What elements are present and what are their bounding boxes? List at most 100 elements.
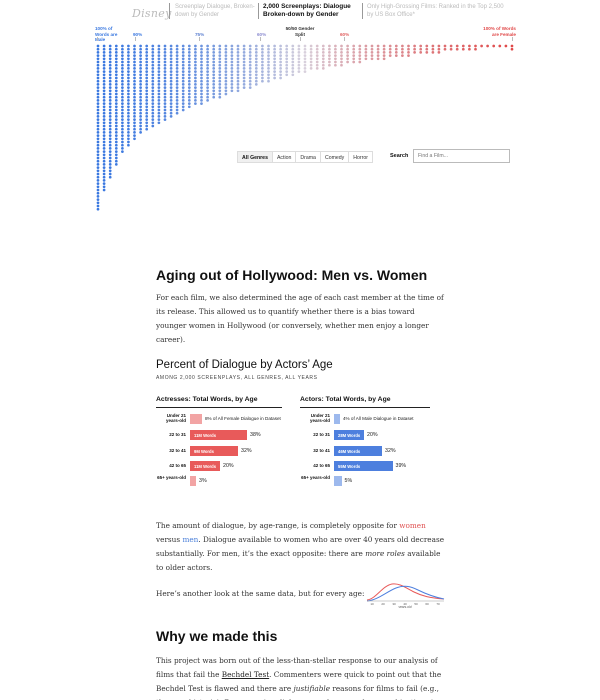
film-dot[interactable] (194, 67, 197, 70)
film-dot[interactable] (334, 63, 337, 67)
film-dot[interactable] (242, 63, 246, 67)
film-dot[interactable] (139, 92, 142, 96)
film-dot[interactable] (108, 118, 112, 121)
film-dot[interactable] (187, 95, 191, 99)
film-dot[interactable] (157, 108, 161, 112)
film-dot[interactable] (242, 67, 246, 70)
film-dot[interactable] (382, 57, 386, 61)
film-dot[interactable] (309, 57, 313, 61)
film-dot[interactable] (139, 111, 142, 115)
film-dot[interactable] (261, 44, 264, 48)
film-dot[interactable] (108, 79, 112, 83)
film-dot[interactable] (200, 44, 203, 48)
film-dot[interactable] (340, 63, 343, 67)
film-dot[interactable] (194, 102, 197, 105)
film-dot[interactable] (157, 118, 161, 121)
film-dot[interactable] (224, 51, 228, 54)
film-dot[interactable] (157, 83, 161, 86)
film-dot[interactable] (194, 99, 197, 102)
film-dot[interactable] (139, 76, 142, 80)
film-dot[interactable] (133, 57, 136, 61)
film-dot[interactable] (151, 108, 155, 112)
film-dot[interactable] (187, 47, 191, 51)
film-dot[interactable] (121, 57, 124, 61)
film-dot[interactable] (315, 51, 319, 54)
film-dot[interactable] (218, 92, 222, 96)
film-dot[interactable] (200, 83, 203, 86)
film-dot[interactable] (133, 102, 136, 105)
film-dot[interactable] (102, 175, 106, 179)
film-dot[interactable] (309, 67, 313, 70)
film-dot[interactable] (254, 83, 258, 86)
film-dot[interactable] (175, 67, 179, 70)
film-dot[interactable] (114, 99, 118, 102)
film-dot[interactable] (200, 67, 203, 70)
film-dot[interactable] (121, 83, 124, 86)
film-dot[interactable] (96, 188, 100, 192)
film-dot[interactable] (315, 54, 319, 57)
film-dot[interactable] (309, 54, 313, 57)
film-dot[interactable] (218, 79, 222, 83)
film-dot[interactable] (114, 44, 118, 48)
film-dot[interactable] (267, 79, 270, 83)
film-dot[interactable] (218, 54, 222, 57)
film-dot[interactable] (248, 51, 252, 54)
film-dot[interactable] (206, 67, 209, 70)
film-dot[interactable] (145, 57, 149, 61)
film-dot[interactable] (261, 70, 264, 73)
film-dot[interactable] (181, 95, 185, 99)
actor-age-bar[interactable] (334, 446, 382, 456)
film-dot[interactable] (121, 92, 124, 96)
film-dot[interactable] (157, 70, 161, 73)
film-dot[interactable] (145, 111, 149, 115)
film-dot[interactable] (96, 60, 100, 64)
film-dot[interactable] (121, 76, 124, 80)
film-dot[interactable] (254, 44, 258, 48)
film-dot[interactable] (96, 195, 100, 198)
film-dot[interactable] (200, 51, 203, 54)
film-dot[interactable] (102, 188, 106, 192)
film-dot[interactable] (163, 79, 167, 83)
film-dot[interactable] (163, 73, 167, 77)
film-dot[interactable] (388, 54, 392, 57)
film-dot[interactable] (181, 70, 185, 73)
film-dot[interactable] (151, 57, 155, 61)
film-dot[interactable] (187, 102, 191, 105)
film-dot[interactable] (291, 63, 295, 67)
film-dot[interactable] (108, 105, 112, 109)
film-dot[interactable] (200, 63, 203, 67)
film-dot[interactable] (96, 159, 100, 163)
film-dot[interactable] (206, 79, 209, 83)
film-dot[interactable] (133, 89, 136, 93)
film-dot[interactable] (267, 44, 270, 48)
film-dot[interactable] (108, 86, 112, 89)
film-dot[interactable] (187, 57, 191, 61)
film-dot[interactable] (151, 105, 155, 109)
film-dot[interactable] (291, 54, 295, 57)
film-dot[interactable] (212, 47, 216, 51)
film-dot[interactable] (139, 51, 142, 54)
film-dot[interactable] (303, 54, 307, 57)
film-dot[interactable] (230, 79, 234, 83)
film-dot[interactable] (151, 51, 155, 54)
film-dot[interactable] (121, 51, 124, 54)
film-dot[interactable] (157, 99, 161, 102)
film-dot[interactable] (157, 76, 161, 80)
film-dot[interactable] (279, 63, 282, 67)
film-dot[interactable] (145, 83, 149, 86)
film-dot[interactable] (133, 60, 136, 64)
film-dot[interactable] (376, 57, 380, 61)
film-dot[interactable] (181, 86, 185, 89)
film-dot[interactable] (139, 95, 142, 99)
film-dot[interactable] (455, 47, 459, 51)
film-dot[interactable] (139, 73, 142, 77)
film-dot[interactable] (169, 67, 173, 70)
film-dot[interactable] (328, 47, 331, 51)
film-dot[interactable] (108, 44, 112, 48)
film-dot[interactable] (181, 73, 185, 77)
film-dot[interactable] (127, 115, 130, 118)
film-dot[interactable] (224, 73, 228, 77)
film-dot[interactable] (102, 131, 106, 134)
film-dot[interactable] (267, 47, 270, 51)
film-dot[interactable] (181, 54, 185, 57)
